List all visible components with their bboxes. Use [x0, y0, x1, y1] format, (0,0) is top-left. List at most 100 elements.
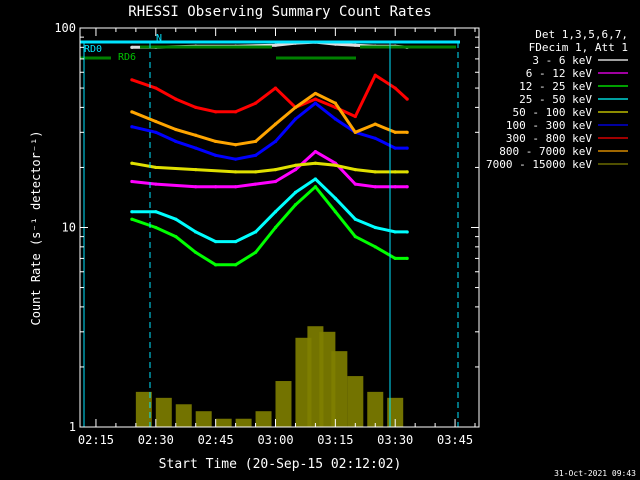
series-point: [393, 256, 397, 261]
series-line: [131, 150, 408, 189]
series-point: [313, 97, 318, 101]
legend-entry-label: 300 - 800 keV: [506, 132, 592, 145]
series-bar: [135, 391, 152, 427]
series-3: [130, 177, 409, 244]
series-point: [174, 139, 178, 144]
series-point: [154, 86, 158, 90]
series-point: [313, 185, 318, 189]
series-point: [373, 122, 377, 126]
axes-layer: 02:15 02:30 02:45 03:00 03:15 03:30 03:45 1 10 10…: [54, 21, 479, 447]
series-point: [253, 250, 258, 255]
series-point: [253, 153, 258, 157]
series-point: [393, 230, 397, 234]
series-1: [130, 150, 409, 189]
series-point: [234, 239, 238, 244]
series-point: [214, 153, 218, 157]
x-tick-label: 02:30: [138, 433, 174, 447]
legend-header-line: FDecim 1, Att 1: [529, 41, 628, 54]
series-point: [154, 210, 158, 214]
y-tick-label: 100: [54, 21, 76, 35]
series-point: [313, 91, 318, 96]
legend-entry-label: 800 - 7000 keV: [499, 145, 592, 158]
series-point: [194, 146, 198, 150]
series-point: [393, 146, 397, 150]
series-point: [234, 110, 238, 114]
series-point: [333, 101, 337, 105]
series-point: [130, 45, 134, 49]
series-layer: [130, 40, 409, 427]
series-point: [373, 73, 377, 77]
series-point: [373, 185, 377, 189]
series-point: [130, 125, 134, 129]
x-tick-label: 02:15: [78, 433, 114, 447]
series-point: [333, 196, 337, 200]
series-point: [373, 245, 377, 249]
series-point: [313, 161, 318, 165]
series-point: [214, 110, 218, 114]
series-point: [234, 263, 238, 267]
series-point: [273, 179, 278, 184]
series-point: [273, 168, 278, 172]
x-tick-label: 03:45: [437, 433, 473, 447]
series-point: [174, 97, 178, 101]
legend-entry-label: 12 - 25 keV: [519, 80, 592, 93]
series-point: [194, 230, 198, 234]
series-point: [214, 185, 218, 189]
series-point: [405, 130, 409, 134]
series-bar: [347, 376, 364, 427]
series-point: [253, 101, 258, 105]
series-point: [194, 185, 198, 189]
series-point: [405, 97, 409, 101]
series-point: [154, 130, 158, 134]
series-point: [313, 101, 318, 105]
series-point: [373, 170, 377, 174]
footer-timestamp: 31-Oct-2021 09:43: [554, 469, 636, 478]
series-point: [313, 177, 318, 181]
series-4: [130, 161, 409, 174]
series-point: [353, 130, 357, 134]
series-point: [234, 143, 238, 147]
series-point: [130, 110, 134, 114]
series-point: [293, 163, 298, 167]
series-point: [405, 146, 409, 150]
series-point: [253, 139, 258, 144]
series-point: [273, 122, 278, 126]
series-point: [154, 119, 158, 124]
series-point: [273, 139, 278, 144]
series-point: [405, 256, 409, 261]
annotation-layer: RD0 RD6 N: [80, 33, 460, 427]
series-8: [135, 326, 404, 427]
series-point: [130, 78, 134, 82]
series-point: [405, 185, 409, 189]
series-point: [393, 130, 397, 134]
series-point: [174, 235, 178, 239]
series-point: [353, 235, 357, 239]
series-point: [130, 161, 134, 165]
x-tick-label: 03:15: [317, 433, 353, 447]
series-point: [234, 170, 238, 174]
annotation-label: RD0: [84, 44, 102, 55]
series-point: [174, 217, 178, 221]
series-bar: [255, 411, 272, 427]
series-point: [333, 210, 337, 214]
series-point: [174, 127, 178, 132]
series-point: [353, 182, 357, 186]
y-tick-label: 1: [69, 420, 76, 434]
series-point: [234, 185, 238, 189]
series-point: [333, 117, 337, 121]
series-point: [313, 150, 318, 154]
series-bar: [235, 418, 252, 427]
chart-title: RHESSI Observing Summary Count Rates: [128, 4, 431, 20]
series-point: [353, 217, 357, 221]
series-bar: [195, 411, 212, 427]
series-point: [253, 170, 258, 174]
series-point: [273, 225, 278, 230]
y-tick-label: 10: [62, 221, 76, 235]
series-bar: [275, 381, 292, 427]
legend-entry-label: 7000 - 15000 keV: [486, 158, 592, 171]
series-point: [333, 163, 337, 167]
x-tick-label: 02:45: [198, 433, 234, 447]
series-point: [373, 136, 377, 140]
series-point: [393, 170, 397, 174]
